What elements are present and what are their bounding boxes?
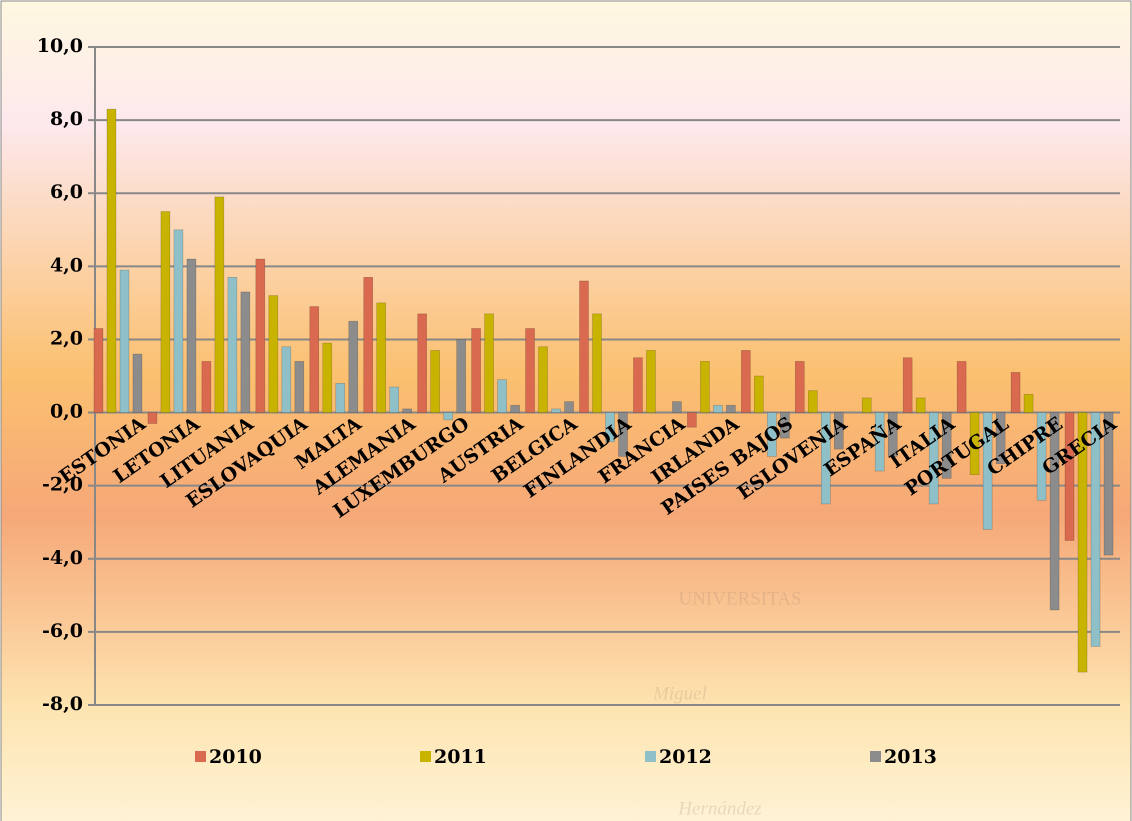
y-tick-label: 0,0	[50, 401, 83, 423]
bar	[510, 404, 520, 413]
bar	[335, 383, 346, 413]
bar	[887, 412, 898, 457]
bar	[456, 339, 466, 413]
bar	[726, 404, 736, 413]
bar	[982, 412, 993, 530]
bar	[1036, 412, 1047, 501]
bar	[564, 401, 574, 413]
y-tick-label: 10,0	[37, 35, 83, 57]
bar	[713, 404, 723, 413]
bar	[820, 412, 831, 505]
bar	[240, 291, 251, 413]
bar	[1077, 412, 1088, 673]
bar	[538, 346, 548, 413]
bar	[1049, 412, 1060, 611]
watermark: Miguel	[652, 683, 707, 704]
bar	[147, 412, 158, 424]
bar	[754, 375, 764, 413]
bar	[402, 408, 413, 413]
bar	[633, 357, 643, 413]
bar	[995, 412, 1006, 465]
bar	[294, 361, 305, 413]
bar	[525, 328, 535, 413]
bar	[941, 412, 952, 479]
bar	[227, 276, 238, 413]
bar	[471, 328, 481, 413]
bar	[268, 295, 279, 413]
bar	[255, 258, 266, 413]
bar	[915, 397, 926, 413]
legend-swatch	[645, 751, 656, 762]
bar	[700, 361, 710, 413]
bar	[551, 408, 561, 413]
bar	[186, 258, 197, 413]
bar	[389, 386, 400, 413]
bar	[281, 346, 292, 413]
y-tick-label: -8,0	[42, 693, 83, 715]
bar	[173, 229, 184, 413]
bar	[833, 412, 844, 450]
bar	[214, 196, 225, 413]
bar	[592, 313, 602, 413]
bar	[417, 313, 427, 413]
bar	[618, 412, 628, 457]
y-tick-label: -2,0	[42, 474, 83, 496]
bar	[956, 361, 967, 413]
bar	[201, 361, 212, 413]
bar	[443, 412, 453, 421]
bar	[687, 412, 697, 428]
y-tick-label: 2,0	[50, 327, 83, 349]
bar	[928, 412, 939, 505]
bar	[1090, 412, 1101, 647]
bar	[119, 269, 130, 413]
bar	[672, 401, 682, 413]
bar	[767, 412, 777, 457]
bar	[969, 412, 980, 475]
legend-label: 2011	[434, 746, 487, 768]
y-tick-label: 4,0	[50, 254, 83, 276]
bar	[605, 412, 615, 443]
y-tick-label: 8,0	[50, 108, 83, 130]
bar	[484, 313, 494, 413]
bar	[430, 350, 440, 413]
legend-swatch	[195, 751, 206, 762]
legend-swatch	[870, 751, 881, 762]
bar	[1010, 372, 1021, 413]
bar	[1023, 393, 1034, 413]
bar	[807, 390, 818, 413]
bar	[646, 350, 656, 413]
bar	[741, 350, 751, 413]
bar	[497, 379, 507, 413]
bar	[861, 397, 872, 413]
bar	[780, 412, 790, 439]
y-tick-label: -4,0	[42, 547, 83, 569]
bar	[1103, 412, 1114, 556]
bar	[794, 361, 805, 413]
bar	[1064, 412, 1075, 541]
bar	[160, 211, 171, 413]
y-tick-label: -6,0	[42, 620, 83, 642]
watermark: UNIVERSITAS	[678, 588, 801, 609]
y-tick-label: 6,0	[50, 181, 83, 203]
bar	[902, 357, 913, 413]
bar	[376, 302, 387, 413]
bar	[309, 306, 320, 413]
watermark: Hernández	[677, 798, 762, 819]
legend-label: 2010	[209, 746, 262, 768]
bar	[132, 353, 143, 413]
bar	[106, 108, 117, 413]
legend-label: 2013	[884, 746, 937, 768]
bar	[322, 342, 333, 413]
legend-label: 2012	[659, 746, 712, 768]
bar	[874, 412, 885, 472]
bar	[579, 280, 589, 413]
bar	[93, 328, 104, 413]
bar	[348, 320, 359, 413]
bar	[363, 276, 374, 413]
legend-swatch	[420, 751, 431, 762]
